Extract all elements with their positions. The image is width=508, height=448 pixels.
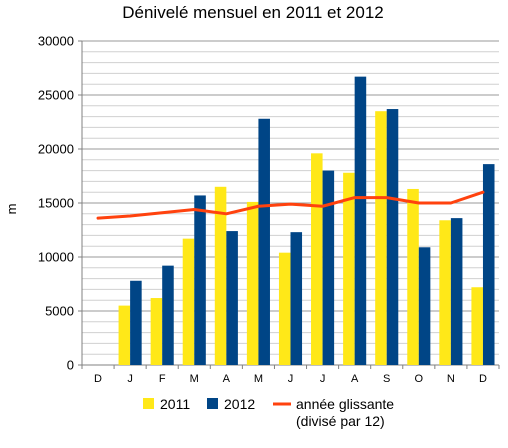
y-tick-label: 0 bbox=[67, 358, 74, 373]
bar-2011 bbox=[182, 238, 195, 365]
chart-title: Dénivelé mensuel en 2011 et 2012 bbox=[122, 3, 383, 22]
y-tick-label: 25000 bbox=[38, 88, 74, 103]
y-tick-label: 15000 bbox=[38, 196, 74, 211]
bar-2012 bbox=[482, 164, 495, 365]
bar-2011 bbox=[214, 186, 227, 365]
bar-2011 bbox=[311, 153, 323, 365]
y-tick-label: 20000 bbox=[38, 142, 74, 157]
x-tick-label: M bbox=[190, 373, 199, 385]
bar-2011 bbox=[343, 172, 355, 365]
x-tick-label: D bbox=[94, 373, 102, 385]
bar-2011 bbox=[471, 287, 483, 365]
legend-swatch-2011 bbox=[143, 398, 154, 409]
y-axis-label: m bbox=[4, 204, 19, 215]
x-tick-label: D bbox=[479, 373, 487, 385]
series-line-année glissante bbox=[96, 190, 485, 220]
bar-2012 bbox=[386, 109, 399, 365]
x-tick-label: N bbox=[447, 373, 455, 385]
legend-swatch-2012 bbox=[207, 398, 218, 409]
x-tick-label: A bbox=[351, 373, 359, 385]
bar-2012 bbox=[258, 118, 270, 365]
bar-2011 bbox=[278, 252, 291, 365]
bar-2011 bbox=[439, 220, 451, 365]
bar-2012 bbox=[226, 231, 238, 365]
legend-label-line: année glissante bbox=[296, 396, 394, 412]
y-tick-label: 10000 bbox=[38, 250, 74, 265]
x-tick-label: M bbox=[254, 373, 263, 385]
x-tick-label: S bbox=[383, 373, 390, 385]
bar-2012 bbox=[418, 247, 431, 365]
bar-2011 bbox=[375, 111, 387, 365]
x-tick-label: O bbox=[415, 373, 424, 385]
bar-2012 bbox=[290, 232, 303, 365]
bar-2012 bbox=[130, 280, 142, 365]
legend-label-2012: 2012 bbox=[224, 396, 255, 412]
bar-2012 bbox=[194, 195, 206, 365]
x-tick-label: J bbox=[127, 373, 133, 385]
bar-2012 bbox=[354, 76, 367, 365]
y-tick-label: 30000 bbox=[38, 34, 74, 49]
bar-2011 bbox=[150, 298, 163, 365]
bar-2012 bbox=[162, 265, 174, 365]
plot-area: 0 5000 10000 15000 20000 25000 30000 D J F M A M J J A S… bbox=[38, 34, 500, 385]
x-tick-label: F bbox=[159, 373, 166, 385]
x-tick-label: J bbox=[320, 373, 326, 385]
y-tick-label: 5000 bbox=[45, 304, 74, 319]
x-tick-label: J bbox=[288, 373, 294, 385]
legend-label-line-subtitle: (divisé par 12) bbox=[296, 413, 385, 429]
legend: 2011 2012 année glissante(divisé par 12) bbox=[143, 396, 394, 429]
bar-2011 bbox=[118, 305, 131, 365]
bar-2011 bbox=[407, 188, 419, 365]
bar-2012 bbox=[322, 170, 335, 365]
bar-2012 bbox=[450, 218, 463, 365]
legend-label-2011: 2011 bbox=[160, 396, 190, 412]
bar-2011 bbox=[246, 201, 259, 365]
x-tick-label: A bbox=[223, 373, 231, 385]
